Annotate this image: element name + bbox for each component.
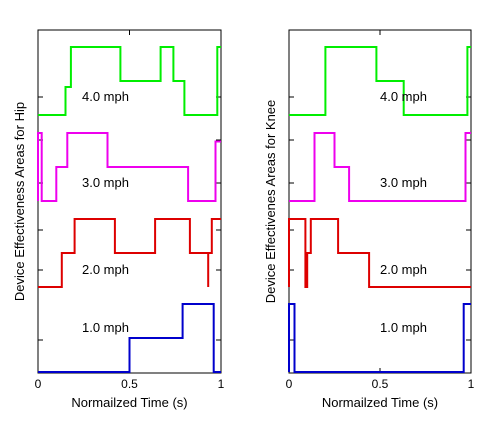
x-tick-label: 1 [218, 377, 225, 391]
speed-label: 3.0 mph [82, 175, 129, 190]
trace-30mph [37, 132, 221, 202]
trace-40mph [289, 46, 471, 116]
speed-label: 3.0 mph [380, 175, 427, 190]
x-tick-label: 0 [35, 377, 42, 391]
speed-label: 1.0 mph [82, 320, 129, 335]
speed-label: 4.0 mph [380, 89, 427, 104]
trace-30mph [289, 132, 471, 202]
speed-label: 2.0 mph [82, 262, 129, 277]
x-tick-label: 0.5 [372, 377, 389, 391]
y-axis-label: Device Effectiveness Areas for Hip [12, 102, 27, 301]
x-tick-label: 0.5 [121, 377, 138, 391]
trace-10mph [38, 303, 221, 373]
y-axis-label: Device Effectivenes Areas for Knee [263, 100, 278, 304]
trace-10mph [288, 303, 471, 373]
trace-20mph [288, 218, 471, 288]
x-axis-label: Normailzed Time (s) [71, 395, 187, 410]
x-tick-label: 1 [468, 377, 475, 391]
trace-20mph [38, 218, 221, 288]
x-tick-label: 0 [286, 377, 293, 391]
chart-panel-hip: 0 0.5 1 Normailzed Time (s) Device Effective… [12, 29, 225, 410]
speed-label: 4.0 mph [82, 89, 129, 104]
speed-label: 1.0 mph [380, 320, 427, 335]
trace-40mph [38, 46, 221, 116]
speed-label: 2.0 mph [380, 262, 427, 277]
chart-panel-knee: 0 0.5 1 Normailzed Time (s) Device Effective… [263, 29, 475, 410]
x-axis-label: Normailzed Time (s) [322, 395, 438, 410]
